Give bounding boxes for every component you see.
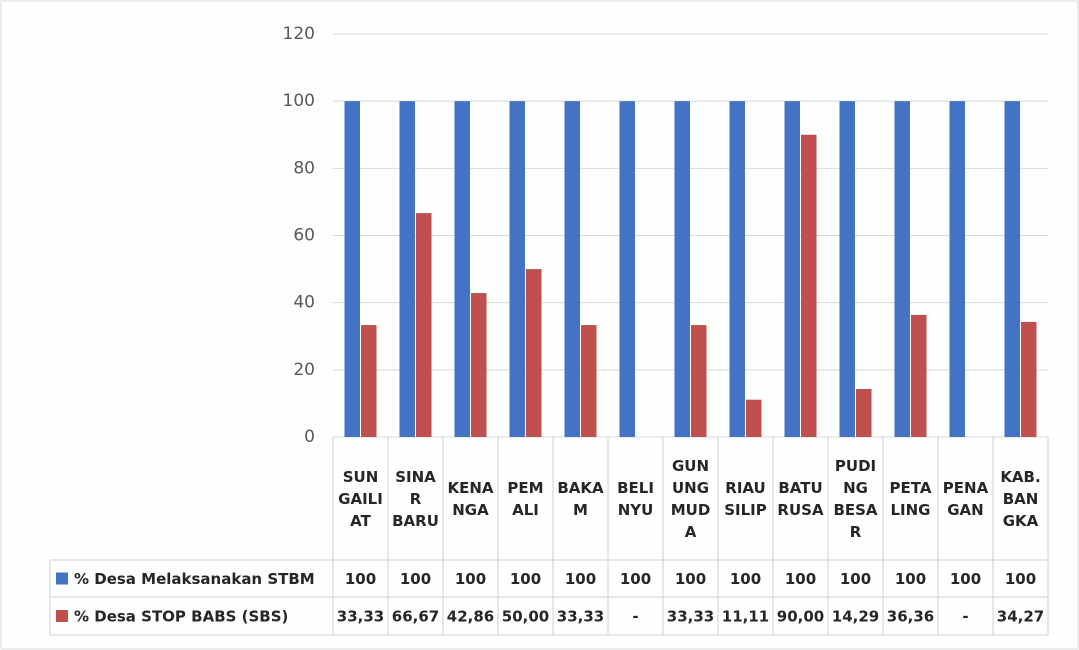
x-tick-label: PENA GAN xyxy=(942,478,989,519)
table-value: - xyxy=(632,608,638,626)
category-cell: PEM ALI xyxy=(507,478,544,519)
table-value: 42,86 xyxy=(447,608,494,626)
bar xyxy=(361,325,377,437)
table-value: 100 xyxy=(565,570,596,588)
legend-swatch xyxy=(56,610,68,622)
table-value: 100 xyxy=(620,570,651,588)
bar xyxy=(526,269,542,437)
x-tick-label: BAKA M xyxy=(557,478,604,519)
category-cell: SUN GAILI AT xyxy=(338,467,383,530)
bar xyxy=(784,101,800,438)
table-value: - xyxy=(962,608,968,626)
category-cell: RIAU SILIP xyxy=(724,478,767,519)
bar xyxy=(801,134,817,437)
table-value: 33,33 xyxy=(337,608,384,626)
bar xyxy=(949,101,965,438)
bar xyxy=(746,399,762,437)
category-cell: PUDI NG BESA R xyxy=(833,456,878,541)
category-cell: KAB. BAN GKA xyxy=(1000,467,1041,530)
bar xyxy=(416,213,432,437)
category-cell: BATU RUSA xyxy=(777,478,824,519)
bar xyxy=(454,101,470,438)
category-cell: PENA GAN xyxy=(942,478,989,519)
y-tick-label: 80 xyxy=(293,158,315,178)
table-value: 100 xyxy=(455,570,486,588)
bar xyxy=(619,101,635,438)
table-value: 33,33 xyxy=(557,608,604,626)
table-value: 66,67 xyxy=(392,608,439,626)
bar xyxy=(911,314,927,437)
bar xyxy=(509,101,525,438)
x-tick-label: BELI NYU xyxy=(617,478,654,519)
table-value: 100 xyxy=(785,570,816,588)
table-value: 100 xyxy=(400,570,431,588)
bar xyxy=(1021,321,1037,437)
y-tick-label: 120 xyxy=(283,24,315,44)
table-value: 100 xyxy=(840,570,871,588)
table-value: 100 xyxy=(730,570,761,588)
bar xyxy=(564,101,580,438)
table-value: 100 xyxy=(675,570,706,588)
x-tick-label: PEM ALI xyxy=(507,478,544,519)
table-value: 14,29 xyxy=(832,608,879,626)
category-cell: SINA R BARU xyxy=(392,467,439,530)
category-cell: BAKA M xyxy=(557,478,604,519)
bar xyxy=(581,325,597,437)
bar xyxy=(839,101,855,438)
y-tick-label: 0 xyxy=(304,427,315,447)
bar xyxy=(399,101,415,438)
bar xyxy=(1004,101,1020,438)
x-tick-label: KENA NGA xyxy=(447,478,494,519)
table-value: 100 xyxy=(345,570,376,588)
x-tick-label: SINA R BARU xyxy=(392,467,439,530)
table-value: 34,27 xyxy=(997,608,1044,626)
y-tick-label: 60 xyxy=(293,226,315,246)
table-value: 11,11 xyxy=(722,608,769,626)
bar xyxy=(344,101,360,438)
table-value: 100 xyxy=(1005,570,1036,588)
table-value: 100 xyxy=(510,570,541,588)
bar xyxy=(674,101,690,438)
table-value: 36,36 xyxy=(887,608,934,626)
x-tick-label: PETA LING xyxy=(889,478,932,519)
x-tick-label: BATU RUSA xyxy=(777,478,824,519)
bar xyxy=(729,101,745,438)
y-tick-label: 40 xyxy=(293,293,315,313)
category-cell: KENA NGA xyxy=(447,478,494,519)
bar xyxy=(856,389,872,437)
table-value: 90,00 xyxy=(777,608,824,626)
category-cell: GUN UNG MUD A xyxy=(670,456,711,541)
y-tick-label: 100 xyxy=(283,91,315,111)
x-tick-label: PUDI NG BESA R xyxy=(833,456,878,541)
legend-swatch xyxy=(56,572,68,585)
table-value: 100 xyxy=(895,570,926,588)
bar xyxy=(691,325,707,437)
legend-label: % Desa Melaksanakan STBM xyxy=(74,570,315,588)
table-value: 100 xyxy=(950,570,981,588)
table-value: 33,33 xyxy=(667,608,714,626)
bar xyxy=(471,293,487,437)
table-value: 50,00 xyxy=(502,608,549,626)
x-tick-label: KAB. BAN GKA xyxy=(1000,467,1041,530)
x-tick-label: RIAU SILIP xyxy=(724,478,767,519)
x-tick-label: SUN GAILI AT xyxy=(338,467,383,530)
legend-label: % Desa STOP BABS (SBS) xyxy=(74,608,288,626)
bar xyxy=(894,101,910,438)
category-cell: BELI NYU xyxy=(617,478,654,519)
x-tick-label: GUN UNG MUD A xyxy=(670,456,711,541)
category-cell: PETA LING xyxy=(889,478,932,519)
y-tick-label: 20 xyxy=(293,360,315,380)
